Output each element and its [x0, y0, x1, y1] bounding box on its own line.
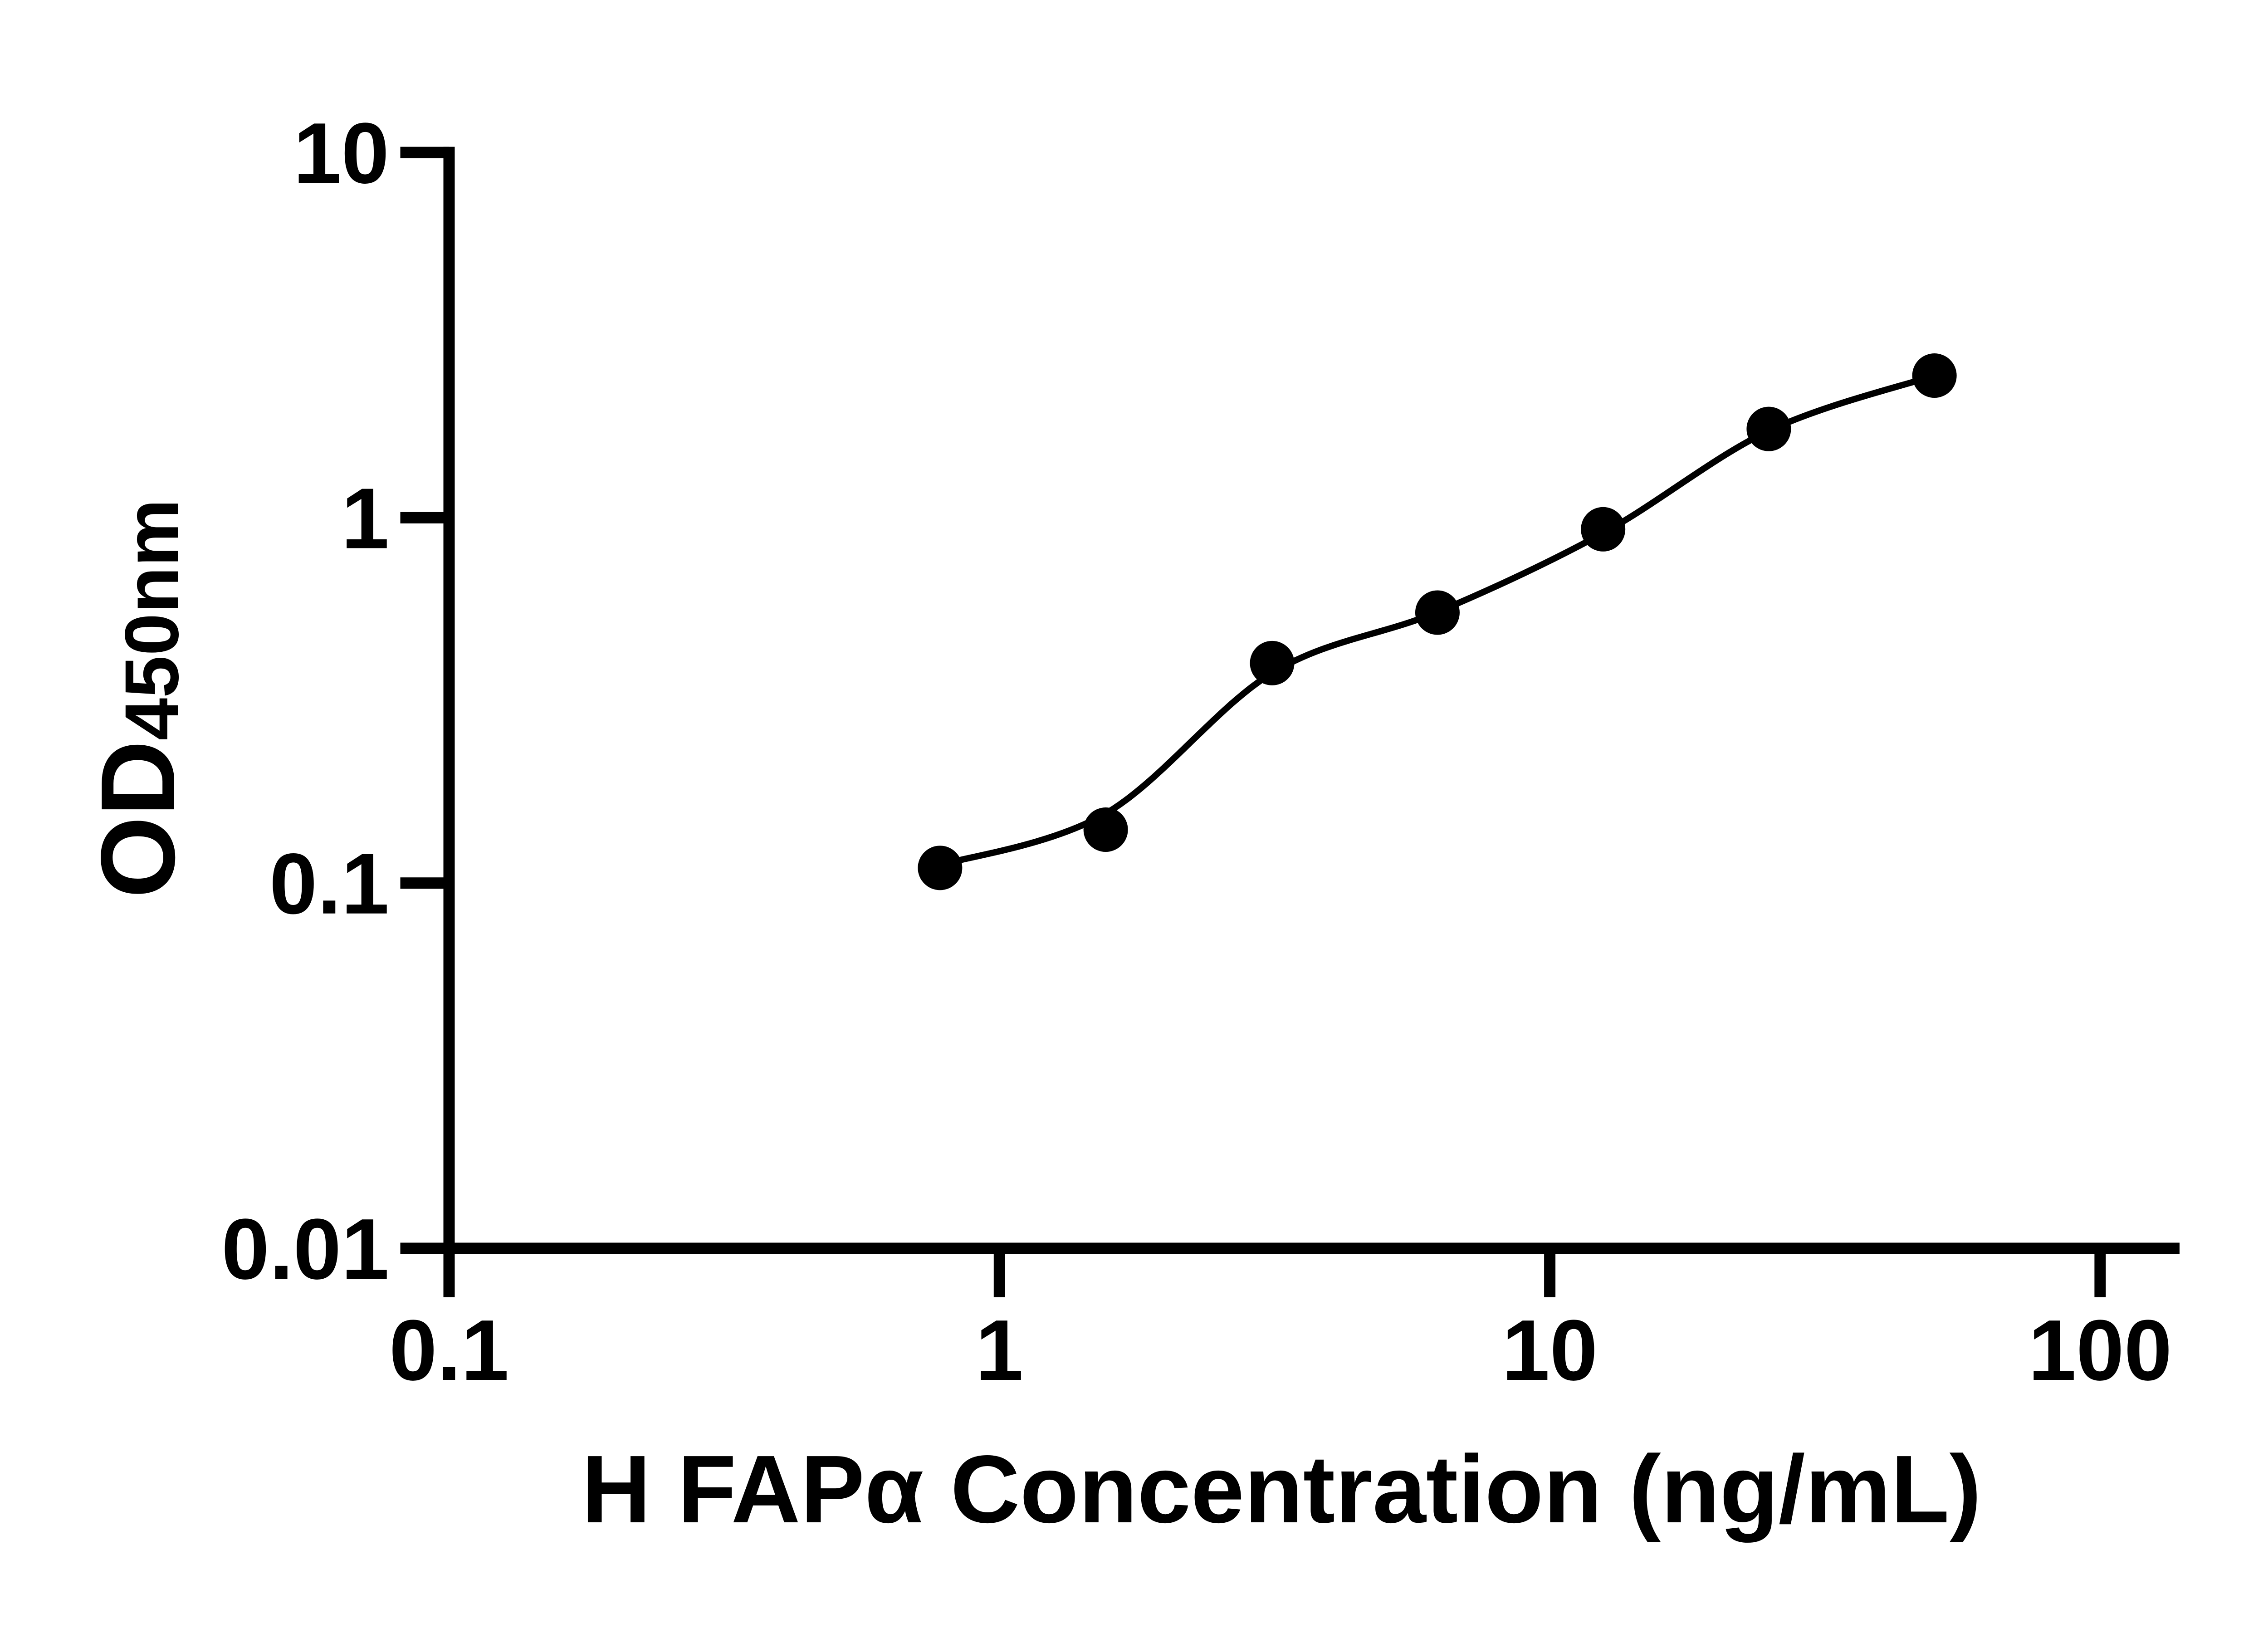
x-tick-label: 100 [2028, 1302, 2172, 1398]
data-point-marker [1083, 807, 1128, 852]
y-axis-title-subscript: 450nm [109, 499, 195, 741]
data-point-marker [1746, 406, 1791, 451]
data-point-marker [1581, 507, 1626, 552]
data-point-marker [1912, 353, 1957, 398]
y-axis-title: OD450nm [79, 499, 197, 898]
x-tick-label: 0.1 [389, 1302, 509, 1398]
data-point-marker [918, 846, 963, 890]
y-axis-title-main: OD [79, 740, 197, 899]
y-tick-label: 0.01 [221, 1201, 389, 1297]
x-tick-label: 1 [975, 1302, 1023, 1398]
y-tick-label: 10 [293, 105, 389, 201]
data-point-marker [1250, 640, 1295, 685]
y-tick-label: 0.1 [269, 836, 389, 932]
y-tick-label: 1 [341, 470, 389, 567]
data-point-marker [1415, 590, 1460, 635]
x-tick-label: 10 [1502, 1302, 1598, 1398]
x-axis-title: H FAPα Concentration (ng/mL) [581, 1435, 1982, 1543]
